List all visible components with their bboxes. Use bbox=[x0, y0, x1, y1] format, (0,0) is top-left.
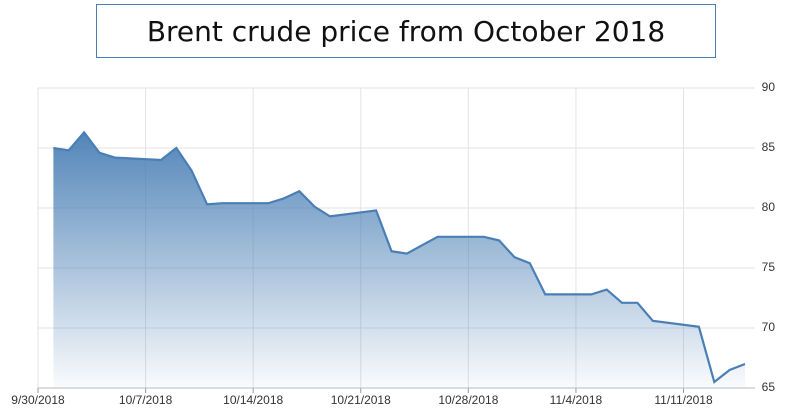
x-tick-label: 10/21/2018 bbox=[331, 393, 391, 407]
line bbox=[53, 130, 746, 384]
y-tick-label: 70 bbox=[762, 320, 776, 334]
y-tick-label: 75 bbox=[762, 260, 776, 274]
area bbox=[53, 132, 745, 388]
x-tick-label: 11/4/2018 bbox=[550, 393, 603, 407]
x-tick-label: 11/11/2018 bbox=[654, 393, 713, 407]
chart-title: Brent crude price from October 2018 bbox=[96, 4, 716, 58]
y-tick-label: 85 bbox=[762, 140, 776, 154]
x-tick-label: 9/30/2018 bbox=[11, 393, 65, 407]
y-tick-label: 80 bbox=[762, 200, 776, 214]
y-tick-label: 90 bbox=[762, 80, 776, 94]
x-tick-label: 10/14/2018 bbox=[223, 393, 283, 407]
y-tick-label: 65 bbox=[762, 380, 776, 394]
x-tick-label: 10/28/2018 bbox=[438, 393, 498, 407]
x-tick-label: 10/7/2018 bbox=[119, 393, 173, 407]
